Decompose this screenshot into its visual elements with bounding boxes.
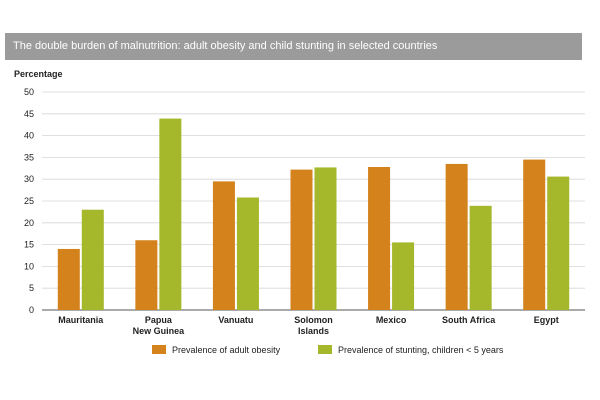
y-axis-ticks: 0 5 10 15 20 25 30 35 40 45 50 xyxy=(24,87,34,315)
bar-obesity xyxy=(368,166,391,310)
x-category-label: Mexico xyxy=(376,315,407,325)
x-category-label: Papua xyxy=(145,315,173,325)
x-category-label: New Guinea xyxy=(133,326,186,336)
legend-swatch xyxy=(318,345,332,354)
bar-obesity xyxy=(135,240,158,310)
bar-stunting xyxy=(469,205,492,310)
bar-obesity xyxy=(445,163,468,310)
legend: Prevalence of adult obesity Prevalence of… xyxy=(152,345,504,355)
y-tick-label: 0 xyxy=(29,305,34,315)
y-tick-label: 35 xyxy=(24,152,34,162)
bar-stunting xyxy=(159,118,182,310)
y-tick-label: 5 xyxy=(29,283,34,293)
bar-stunting xyxy=(547,176,570,310)
legend-swatch xyxy=(152,345,166,354)
bar-obesity xyxy=(523,159,546,310)
bar-stunting xyxy=(314,167,337,310)
bar-stunting xyxy=(81,209,104,310)
x-category-label: Solomon xyxy=(294,315,333,325)
bar-stunting xyxy=(392,242,415,310)
legend-label: Prevalence of adult obesity xyxy=(172,345,281,355)
chart-title: The double burden of malnutrition: adult… xyxy=(5,33,582,60)
bars xyxy=(57,118,570,310)
y-tick-label: 45 xyxy=(24,109,34,119)
gridlines xyxy=(42,91,585,311)
x-category-label: Vanuatu xyxy=(218,315,253,325)
bar-obesity xyxy=(290,169,313,310)
x-category-label: Islands xyxy=(298,326,329,336)
y-axis-label: Percentage xyxy=(14,69,63,79)
y-tick-label: 10 xyxy=(24,261,34,271)
y-tick-label: 20 xyxy=(24,218,34,228)
bar-obesity xyxy=(212,181,235,310)
legend-label: Prevalence of stunting, children < 5 yea… xyxy=(338,345,504,355)
x-category-label: South Africa xyxy=(442,315,496,325)
bar-stunting xyxy=(236,197,259,310)
bar-obesity xyxy=(57,248,80,310)
y-tick-label: 30 xyxy=(24,174,34,184)
y-tick-label: 15 xyxy=(24,240,34,250)
y-tick-label: 50 xyxy=(24,87,34,97)
x-category-label: Mauritania xyxy=(58,315,104,325)
y-tick-label: 40 xyxy=(24,131,34,141)
y-tick-label: 25 xyxy=(24,196,34,206)
x-category-label: Egypt xyxy=(534,315,559,325)
